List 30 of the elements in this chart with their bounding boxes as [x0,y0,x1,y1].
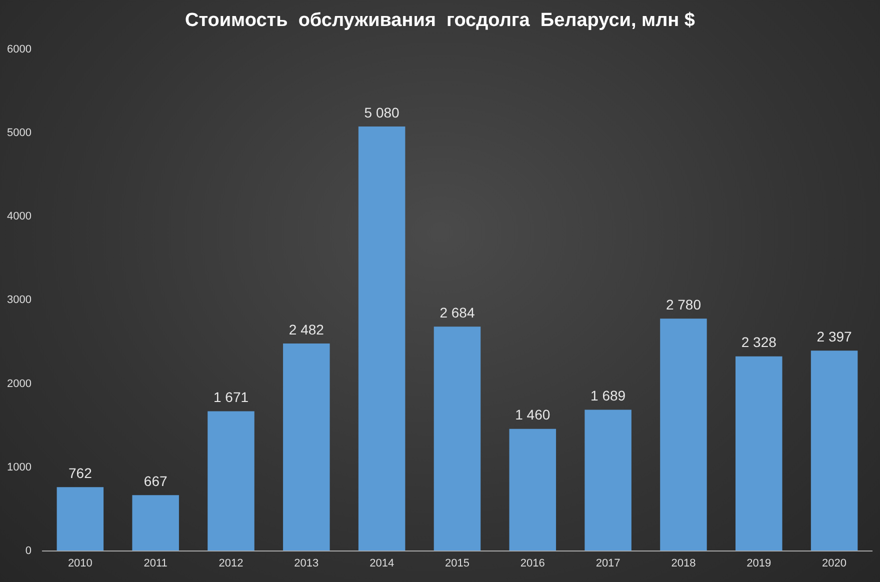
x-tick-label: 2018 [671,557,696,570]
data-label: 2 397 [816,328,852,344]
y-tick-label: 1000 [6,461,32,474]
y-tick-label: 5000 [6,127,32,140]
x-tick-label: 2014 [370,557,394,570]
x-tick-label: 2019 [746,557,772,570]
chart-title: Стоимость обслуживания госдолга Беларуси, млн $ [184,10,696,32]
x-tick-label: 2011 [144,557,168,570]
x-tick-label: 2013 [294,557,319,570]
data-label: 1 671 [213,389,249,406]
x-tick-label: 2012 [218,557,244,570]
data-label: 2 482 [288,321,324,338]
y-tick-label: 3000 [6,294,32,306]
y-tick-label: 4000 [6,210,32,223]
data-label: 1 460 [515,406,550,423]
data-label: 2 328 [741,334,777,350]
data-label: 762 [68,465,92,482]
x-tick-label: 2010 [68,557,92,570]
y-tick-label: 2000 [6,378,32,390]
data-label: 2 780 [666,296,702,312]
data-label: 667 [144,472,168,489]
y-tick-label: 6000 [6,44,32,56]
x-tick-label: 2020 [822,557,847,570]
data-label: 2 684 [440,304,475,320]
data-label: 1 689 [590,388,626,404]
x-tick-label: 2017 [596,557,620,570]
x-tick-label: 2015 [444,557,470,570]
x-tick-label: 2016 [520,557,545,570]
y-tick-label: 0 [25,544,32,557]
data-label: 5 080 [364,104,400,120]
